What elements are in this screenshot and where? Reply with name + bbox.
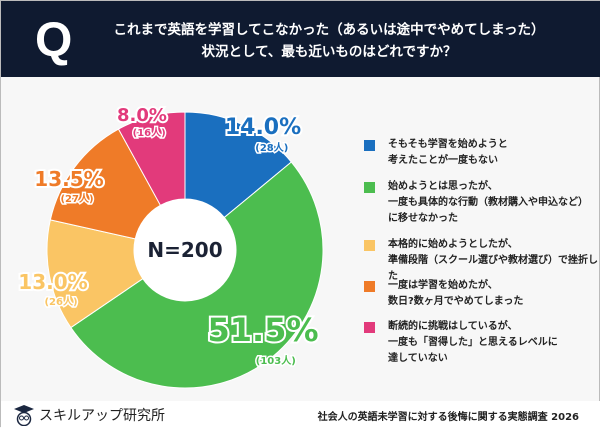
- count-label: (28人): [255, 141, 288, 154]
- legend-item: 一度は学習を始めたが、 数日?数ヶ月でやめてしまった: [364, 278, 524, 310]
- count-label: (16人): [133, 126, 166, 139]
- brand-name: スキルアップ研究所: [39, 408, 165, 424]
- owl-graduation-cap-icon: [14, 405, 34, 426]
- legend-item: そもそも学習を始めようと 考えたことが一度もない: [364, 137, 508, 169]
- question-text: これまで英語を学習してこなかった（あるいは途中でやめてしまった） 状況として、最…: [113, 22, 545, 60]
- donut-chart: N=200 14.0%(28人) 51.5% (103人) 13.0%(26人) 13.5…: [16, 103, 324, 389]
- legend-label: 本格的に始めようとしたが、 準備段階（スクール選びや教材選び）で挫折した: [388, 239, 598, 282]
- legend-label: 一度は学習を始めたが、 数日?数ヶ月でやめてしまった: [388, 280, 524, 307]
- legend-label: 始めようとは思ったが、 一度も具体的な行動（教材購入や申込など） に移せなかった: [388, 181, 588, 224]
- value-label: 14.0%: [225, 115, 301, 140]
- value-label: 8.0%: [117, 105, 167, 126]
- value-label: 51.5%: [207, 311, 318, 349]
- legend-label: そもそも学習を始めようと 考えたことが一度もない: [388, 139, 508, 166]
- count-label: (103人): [256, 354, 296, 367]
- legend-label: 断続的に挑戦はしているが、 一度も「習得した」と思えるレベルに 達していない: [388, 321, 558, 364]
- center-label: N=200: [147, 238, 222, 262]
- legend-swatch: [364, 322, 375, 333]
- donut-hole: [134, 199, 236, 301]
- count-label: (27人): [60, 192, 93, 205]
- legend-swatch: [364, 240, 375, 251]
- legend-item: 本格的に始めようとしたが、 準備段階（スクール選びや教材選び）で挫折した: [364, 237, 599, 285]
- count-label: (26人): [44, 295, 77, 308]
- legend-item: 始めようとは思ったが、 一度も具体的な行動（教材購入や申込など） に移せなかった: [364, 179, 588, 227]
- q-mark: Q: [35, 14, 73, 67]
- legend-swatch: [364, 140, 375, 151]
- legend-item: 断続的に挑戦はしているが、 一度も「習得した」と思えるレベルに 達していない: [364, 319, 558, 367]
- question-header: Q これまで英語を学習してこなかった（あるいは途中でやめてしまった） 状況として…: [1, 1, 600, 77]
- legend-swatch: [364, 281, 375, 292]
- value-label: 13.5%: [34, 167, 103, 191]
- footer: スキルアップ研究所 社会人の英語未学習に対する後悔に関する実態調査 2026: [1, 401, 600, 428]
- value-label: 13.0%: [18, 270, 87, 294]
- survey-source: 社会人の英語未学習に対する後悔に関する実態調査 2026: [317, 412, 579, 423]
- legend-swatch: [364, 182, 375, 193]
